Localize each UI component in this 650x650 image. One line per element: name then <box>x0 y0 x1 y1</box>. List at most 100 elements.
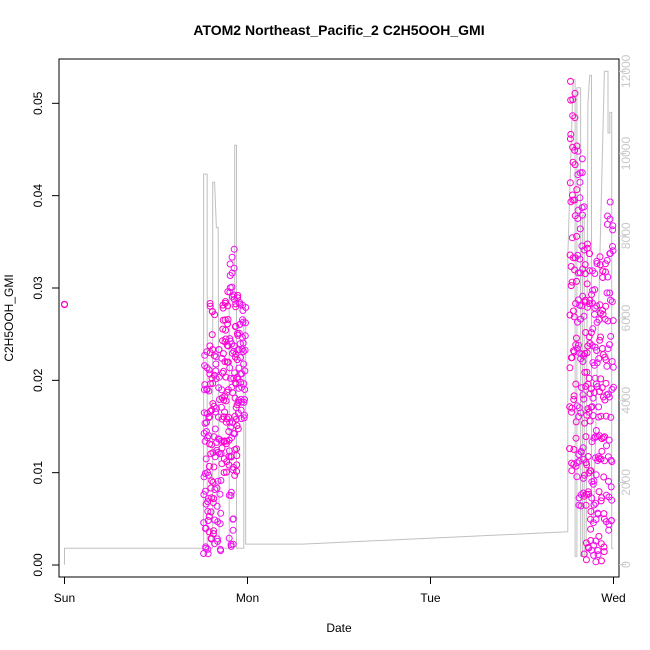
right-tick-label: 0 <box>619 561 633 568</box>
data-point <box>609 317 617 325</box>
data-point <box>234 425 242 433</box>
data-point <box>209 379 217 387</box>
data-point <box>241 396 248 404</box>
data-point <box>236 354 244 362</box>
data-point <box>567 263 575 270</box>
data-point <box>207 508 215 516</box>
data-point <box>602 302 610 310</box>
data-point <box>591 304 599 312</box>
data-point <box>216 520 224 528</box>
data-point <box>210 433 218 441</box>
data-point <box>584 488 592 496</box>
data-point <box>203 364 211 372</box>
data-point <box>577 409 585 417</box>
data-point <box>598 557 605 565</box>
data-point <box>210 352 218 360</box>
data-point <box>591 310 598 318</box>
altitude-line <box>64 70 614 565</box>
data-point <box>571 114 579 122</box>
right-tick-label: 10000 <box>619 137 633 171</box>
data-point <box>225 436 233 444</box>
data-point <box>606 198 614 206</box>
data-point <box>215 413 222 421</box>
data-point <box>570 313 578 321</box>
data-point <box>576 194 584 202</box>
data-point <box>575 341 582 349</box>
data-point <box>574 147 582 155</box>
data-point <box>600 434 607 442</box>
data-point <box>608 496 616 504</box>
data-point <box>602 379 610 387</box>
data-point <box>609 222 617 230</box>
data-point <box>242 304 250 311</box>
data-point <box>566 135 574 143</box>
data-point <box>200 473 208 481</box>
data-point <box>569 96 577 104</box>
data-point <box>576 255 584 263</box>
data-point <box>239 348 247 356</box>
data-point <box>600 543 608 551</box>
data-point <box>607 296 614 304</box>
data-point <box>240 414 248 422</box>
data-point <box>226 364 234 372</box>
data-point <box>607 456 615 464</box>
data-point <box>607 332 615 340</box>
data-point <box>231 471 239 479</box>
data-point <box>228 283 236 291</box>
data-point <box>573 473 581 481</box>
data-point <box>584 303 592 311</box>
data-point <box>224 302 232 310</box>
data-point <box>575 457 583 465</box>
data-point <box>206 370 214 378</box>
data-point <box>205 512 213 520</box>
data-point <box>590 477 598 485</box>
data-point <box>581 471 588 479</box>
data-point <box>223 468 230 476</box>
data-point <box>583 368 591 376</box>
data-point <box>577 502 585 510</box>
data-point <box>589 480 597 488</box>
data-point <box>239 339 247 347</box>
data-point <box>229 515 237 523</box>
data-point <box>587 525 595 533</box>
data-point <box>597 375 605 383</box>
data-point <box>212 367 220 375</box>
data-point <box>241 332 249 340</box>
data-point <box>204 507 212 515</box>
data-point <box>226 418 234 426</box>
data-point <box>579 391 587 399</box>
data-point <box>598 447 606 455</box>
data-point <box>566 364 574 372</box>
data-point <box>569 112 577 120</box>
data-point <box>606 215 614 223</box>
data-point <box>213 502 221 510</box>
data-point <box>225 534 233 542</box>
data-point <box>589 325 597 333</box>
data-point <box>214 537 222 545</box>
data-point <box>576 269 584 277</box>
data-point <box>205 471 212 479</box>
data-point <box>596 336 604 344</box>
x-tick-label: Wed <box>601 591 625 605</box>
data-point <box>227 492 235 499</box>
right-tick-label: 6000 <box>619 304 633 331</box>
data-point <box>226 260 234 268</box>
data-point <box>217 547 225 555</box>
data-point <box>582 433 590 441</box>
data-point <box>588 494 596 502</box>
data-point <box>587 467 595 475</box>
y-tick-label: 0.03 <box>31 276 45 300</box>
altitude-series <box>64 70 614 565</box>
data-point <box>568 234 576 242</box>
data-point <box>228 383 236 391</box>
data-point <box>573 277 580 285</box>
data-point <box>210 527 218 535</box>
data-point <box>205 414 213 422</box>
data-point <box>217 477 225 484</box>
data-point <box>581 368 589 376</box>
data-point <box>602 412 610 420</box>
data-point <box>580 312 588 320</box>
data-point <box>221 408 229 416</box>
data-point <box>221 392 229 400</box>
data-point <box>240 360 248 368</box>
